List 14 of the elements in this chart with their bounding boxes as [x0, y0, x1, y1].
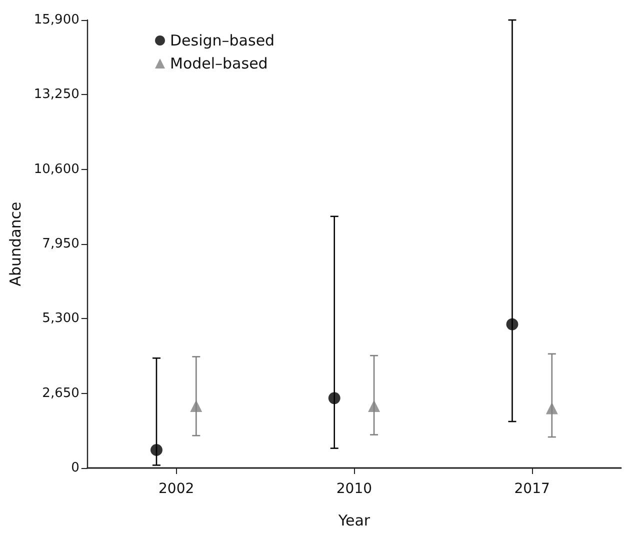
- x-tick-label: 2002: [158, 481, 194, 497]
- y-tick-label: 7,950: [42, 236, 80, 252]
- y-tick-label: 5,300: [42, 311, 80, 326]
- y-tick-label: 13,250: [34, 87, 80, 102]
- x-tick-label: 2017: [514, 481, 550, 497]
- y-tick-label: 15,900: [34, 12, 80, 28]
- y-tick-label: 2,650: [42, 386, 80, 401]
- x-tick-label: 2010: [336, 481, 372, 497]
- legend-label: Model–based: [170, 54, 268, 72]
- x-axis-title: Year: [337, 512, 371, 530]
- legend-label: Design–based: [170, 32, 275, 50]
- y-tick-label: 0: [71, 460, 80, 476]
- y-tick-label: 10,600: [34, 162, 80, 177]
- y-axis-title: Abundance: [6, 202, 24, 286]
